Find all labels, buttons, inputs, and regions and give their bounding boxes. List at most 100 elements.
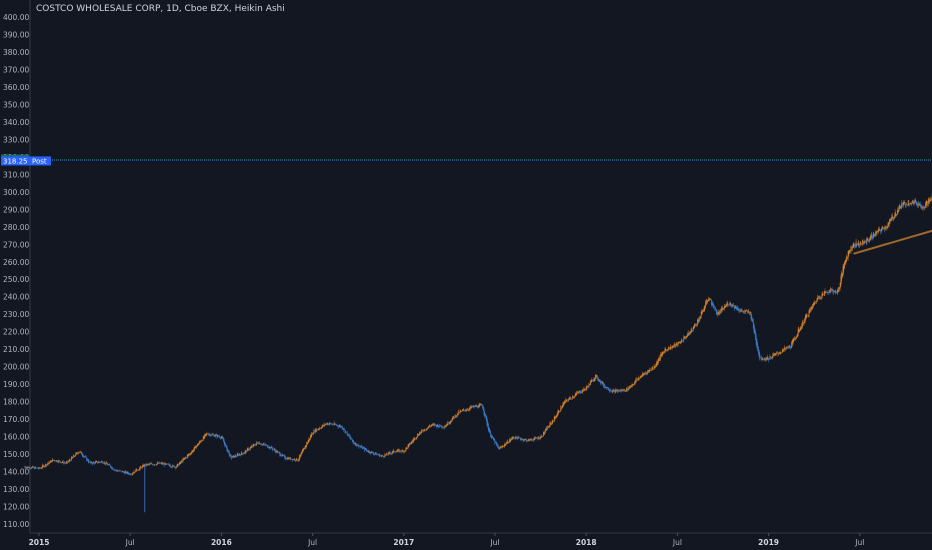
candle-up [630,385,632,388]
candle-down [525,439,527,441]
candle-up [540,436,541,439]
candle-up [133,472,135,474]
candle-up [769,356,771,360]
candle-up [198,442,200,445]
candle-down [169,464,171,467]
candle-up [217,435,219,437]
candle-up [465,410,467,411]
candle-up [815,301,816,303]
candle-up [634,379,636,384]
candle-down [338,425,339,428]
candle-down [737,308,739,311]
time-axis[interactable]: 2015Jul2016Jul2017Jul2018Jul2019Jul2020J… [29,533,932,547]
y-tick-label: 380.00 [3,48,29,57]
candle-up [119,470,121,472]
candle-up [651,368,653,371]
candle-up [847,257,848,259]
candle-down [207,433,209,436]
candle-up [512,437,514,439]
candle-down [77,453,79,454]
candle-up [695,324,696,326]
candle-down [171,466,173,468]
candle-up [252,444,254,447]
price-axis[interactable]: 110.00 120.00 130.00 140.00 150.00 160.00 170.… [3,13,30,529]
candle-down [442,426,444,428]
candle-up [52,459,53,462]
candle-down [597,375,599,380]
candle-down [260,443,261,445]
candle-down [905,204,907,206]
candle-down [123,471,125,474]
candle-up [560,406,562,412]
candle-down [885,227,887,229]
candle-up [561,406,563,409]
candle-up [432,423,433,426]
candle-up [891,217,892,221]
candle-down [254,445,256,446]
candle-down [340,425,342,428]
candle-down [916,203,918,204]
candle-up [451,420,452,422]
candle-down [89,461,90,463]
candle-up [700,311,702,318]
candle-up [426,429,428,430]
candle-up [187,454,189,457]
candle-up [684,337,686,338]
candle-up [385,454,386,456]
candle-down [477,406,479,409]
candle-down [623,390,625,391]
candle-up [565,399,567,403]
candle-down [334,423,336,425]
candle-down [121,470,122,472]
candle-down [377,454,378,455]
candle-up [700,316,701,320]
candle-up [417,434,419,436]
candle-up [501,446,502,448]
candle-up [122,471,124,472]
candle-up [185,456,187,459]
candle-down [146,464,148,466]
candle-up [778,353,779,355]
candle-down [709,299,711,301]
candle-up [680,342,682,343]
candle-up [375,452,376,454]
candle-up [73,454,74,458]
candle-down [489,429,491,433]
candle-down [398,450,400,453]
candle-up [696,324,698,325]
candle-down [27,467,29,469]
y-tick-label: 300.00 [3,188,29,197]
candle-down [333,424,334,426]
candle-up [893,217,895,219]
candle-down [37,468,39,469]
candle-down [788,346,790,348]
candle-up [860,241,861,246]
candle-down [836,292,837,294]
candle-up [99,462,101,463]
candle-up [371,451,373,453]
candle-down [123,471,124,473]
candle-down [337,425,339,427]
candle-down [892,217,894,219]
candle-down [127,472,129,474]
candle-down [490,434,492,438]
candle-up [417,434,418,438]
candle-up [822,292,824,296]
candle-down [742,310,744,313]
candle-up [844,262,845,269]
candle-up [794,338,796,340]
y-tick-label: 130.00 [3,485,29,494]
candle-down [571,398,572,399]
candle-up [792,340,793,345]
y-tick-label: 150.00 [3,450,29,459]
candle-down [639,378,640,379]
candle-up [923,206,925,208]
candle-down [118,470,119,472]
candle-up [478,404,480,408]
support-trendline[interactable] [853,101,932,255]
candle-up [100,461,102,463]
candle-up [269,446,271,448]
candle-down [266,445,268,446]
candle-up [188,454,190,456]
